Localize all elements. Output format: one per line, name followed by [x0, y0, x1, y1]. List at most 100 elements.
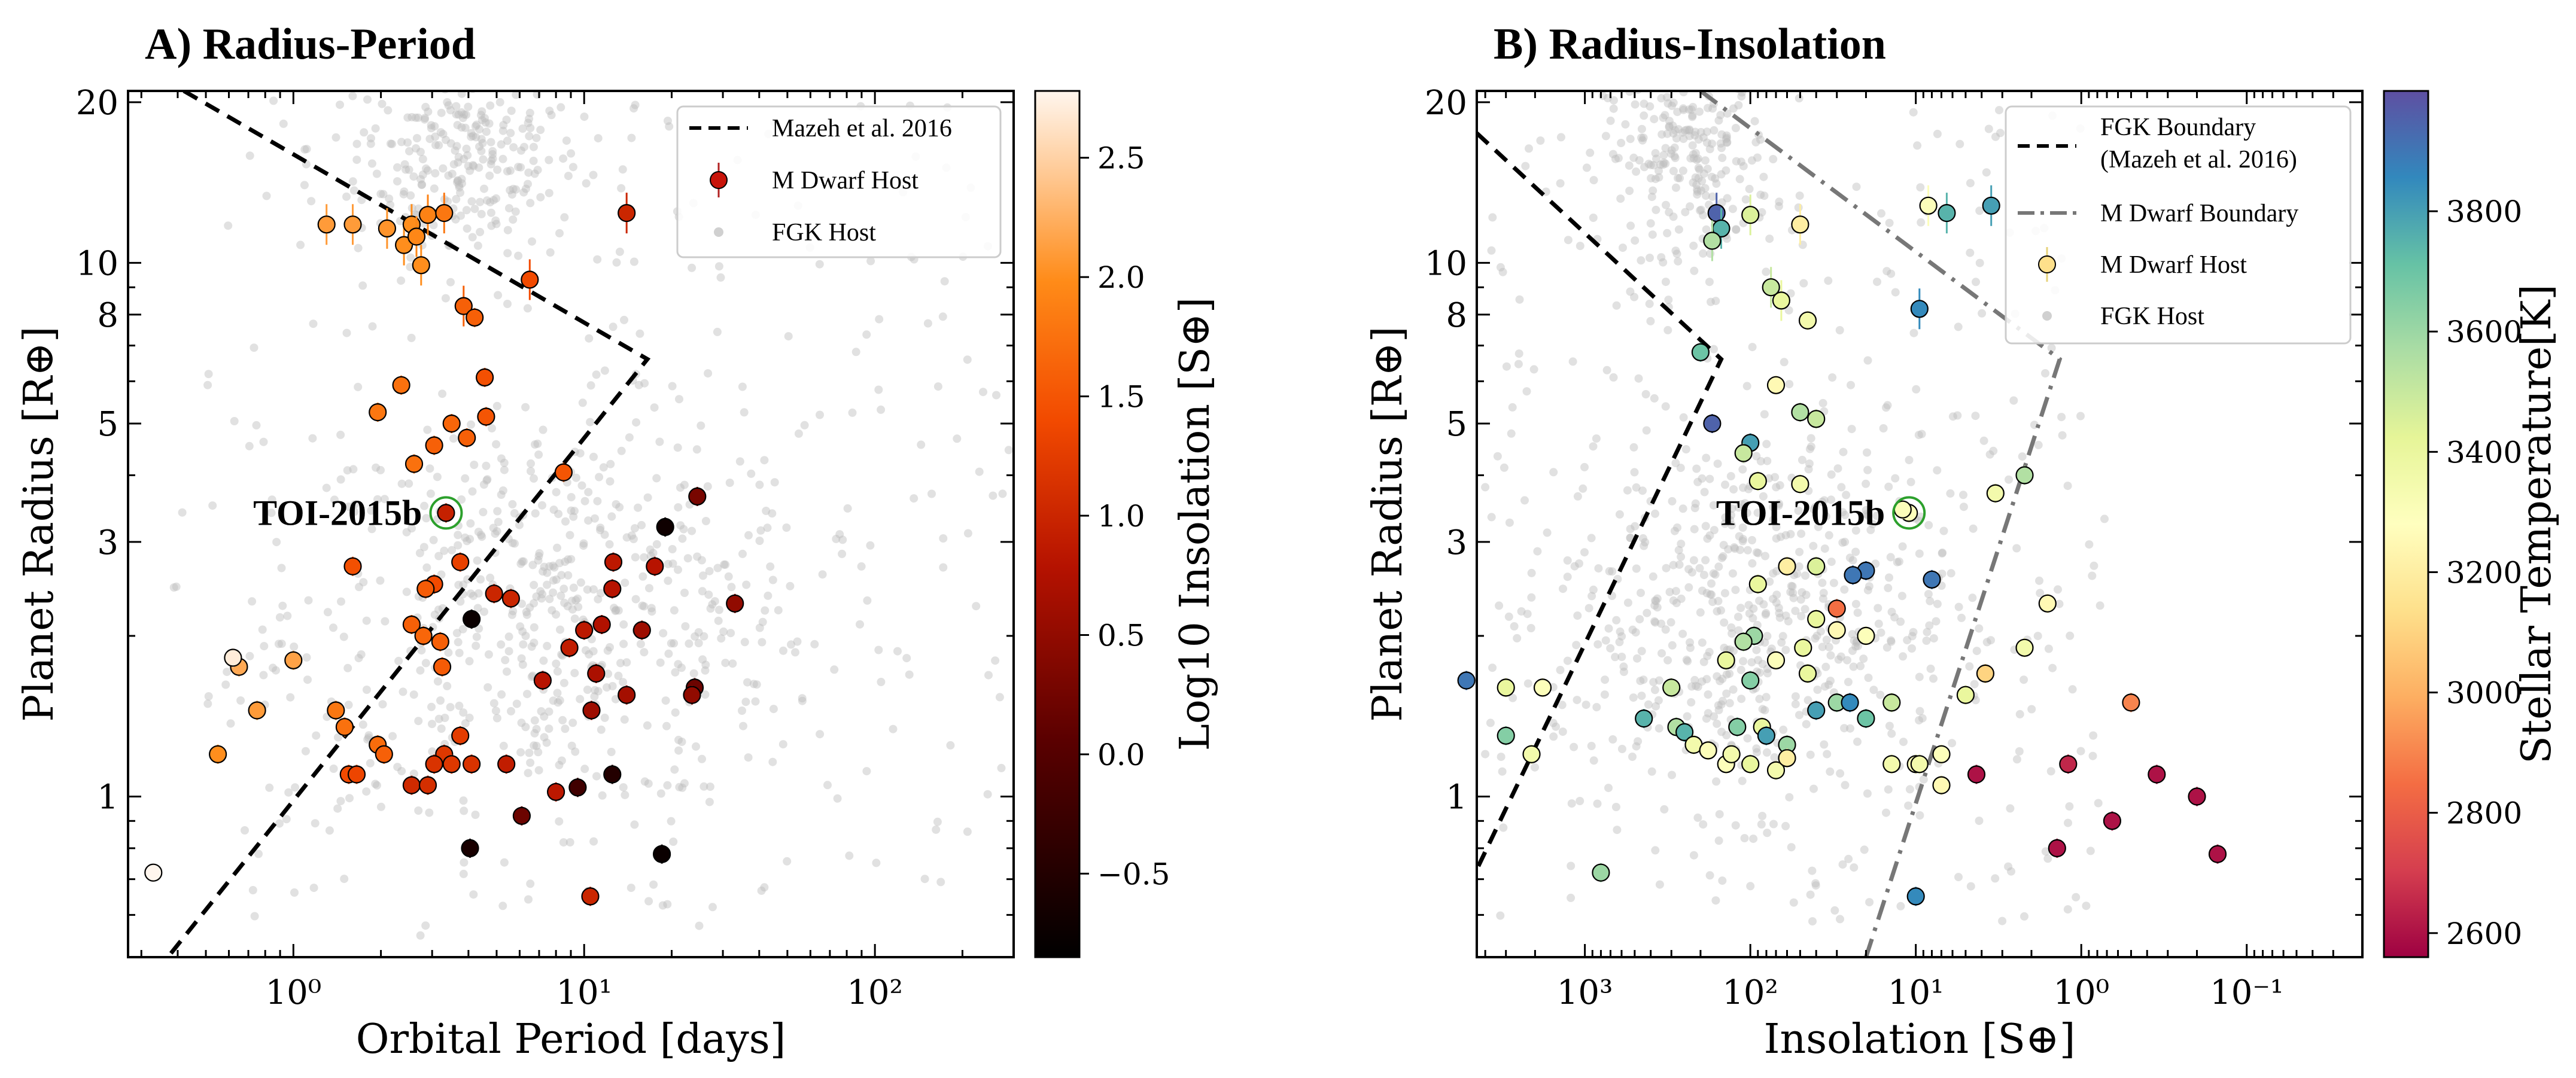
- fgk-host-point: [649, 549, 658, 558]
- fgk-host-point: [1729, 685, 1738, 694]
- fgk-host-point: [536, 193, 545, 202]
- fgk-host-point: [713, 564, 722, 573]
- fgk-host-point: [538, 590, 547, 599]
- fgk-host-point: [204, 692, 213, 701]
- fgk-host-point: [564, 555, 573, 564]
- fgk-host-point: [468, 487, 477, 496]
- fgk-host-point: [1647, 174, 1656, 182]
- fgk-host-point: [815, 260, 824, 269]
- fgk-host-point: [1592, 434, 1601, 443]
- fgk-host-point: [567, 149, 576, 158]
- fgk-host-point: [1652, 154, 1660, 163]
- fgk-host-point: [1926, 664, 1935, 673]
- fgk-host-point: [503, 167, 512, 176]
- fgk-host-point: [1750, 117, 1759, 126]
- fgk-host-point: [1637, 124, 1646, 133]
- fgk-host-point: [1953, 411, 1962, 420]
- fgk-host-point: [764, 591, 773, 600]
- fgk-host-point: [570, 507, 579, 516]
- m-dwarf-host-point: [1772, 291, 1790, 310]
- m-dwarf-host-point: [1741, 755, 1760, 774]
- fgk-host-point: [1763, 456, 1772, 465]
- fgk-host-point: [1743, 546, 1752, 555]
- y-tick-label: 8: [1446, 296, 1467, 335]
- fgk-host-point: [1957, 613, 1966, 622]
- fgk-host-point: [634, 380, 643, 389]
- fgk-host-point: [757, 886, 766, 895]
- fgk-host-point: [768, 757, 777, 766]
- y-tick-label: 3: [97, 523, 118, 562]
- fgk-host-point: [1637, 589, 1645, 598]
- x-tick-label: 10²: [1722, 973, 1778, 1012]
- fgk-host-point: [1623, 598, 1632, 607]
- fgk-host-point: [1820, 544, 1829, 553]
- fgk-host-point: [508, 538, 517, 547]
- fgk-host-point: [1723, 138, 1732, 147]
- fgk-host-point: [1795, 711, 1803, 720]
- fgk-host-point: [1734, 503, 1743, 512]
- fgk-host-point: [1795, 547, 1804, 556]
- fgk-host-point: [620, 715, 629, 724]
- m-dwarf-host-point: [209, 745, 227, 763]
- fgk-host-point: [1811, 503, 1820, 511]
- fgk-host-point: [1657, 253, 1666, 262]
- fgk-host-point: [512, 185, 521, 194]
- fgk-host-point: [539, 656, 548, 665]
- fgk-host-point: [1695, 564, 1704, 573]
- fgk-host-point: [1644, 700, 1653, 709]
- fgk-host-point: [397, 479, 406, 488]
- m-dwarf-host-point: [442, 414, 461, 433]
- fgk-host-point: [1965, 662, 1974, 671]
- fgk-host-point: [481, 118, 490, 127]
- fgk-host-point: [1525, 144, 1533, 153]
- fgk-host-point: [1687, 682, 1696, 691]
- fgk-host-point: [1692, 464, 1701, 473]
- fgk-host-point: [500, 858, 509, 867]
- fgk-host-point: [1780, 358, 1789, 367]
- fgk-host-point: [793, 637, 802, 646]
- fgk-host-point: [1818, 578, 1827, 587]
- fgk-host-point: [1863, 586, 1872, 595]
- fgk-host-point: [540, 562, 549, 571]
- fgk-host-point: [1573, 611, 1582, 620]
- fgk-host-point: [530, 169, 539, 178]
- fgk-host-point: [476, 197, 485, 206]
- fgk-host-point: [664, 649, 673, 658]
- fgk-host-point: [1971, 412, 1980, 421]
- m-dwarf-host-point: [688, 487, 707, 506]
- fgk-host-point: [534, 766, 543, 775]
- fgk-host-point: [362, 787, 371, 796]
- fgk-host-point: [1625, 91, 1634, 96]
- fgk-host-point: [1646, 219, 1655, 228]
- fgk-host-point: [744, 753, 753, 762]
- fgk-host-point: [1722, 138, 1731, 147]
- fgk-host-point: [1769, 595, 1777, 604]
- m-dwarf-host-point: [1722, 745, 1741, 763]
- fgk-host-point: [664, 559, 673, 568]
- fgk-host-point: [1738, 523, 1747, 532]
- m-dwarf-host-point: [394, 236, 413, 254]
- fgk-host-point: [1623, 486, 1632, 495]
- fgk-host-point: [705, 797, 714, 806]
- fgk-host-point: [983, 790, 992, 799]
- fgk-host-point: [1582, 163, 1591, 172]
- fgk-host-point: [1968, 593, 1977, 602]
- m-dwarf-host-point: [1807, 557, 1826, 575]
- fgk-host-point: [698, 587, 707, 596]
- fgk-host-point: [1795, 191, 1804, 200]
- fgk-host-point: [501, 656, 510, 665]
- fgk-host-point: [584, 516, 593, 525]
- fgk-host-point: [1699, 571, 1708, 580]
- fgk-host-point: [515, 520, 524, 529]
- fgk-host-point: [543, 641, 552, 650]
- fgk-host-point: [459, 580, 468, 589]
- fgk-host-point: [1717, 700, 1726, 709]
- fgk-host-point: [457, 211, 465, 220]
- fgk-host-point: [1719, 552, 1728, 561]
- panel-b-y-axis-label: Planet Radius [R⊕]: [1364, 326, 1412, 721]
- fgk-host-point: [1874, 619, 1883, 628]
- fgk-host-point: [1593, 640, 1602, 649]
- fgk-host-point: [1602, 366, 1611, 374]
- fgk-host-point: [594, 687, 603, 696]
- fgk-host-point: [1704, 103, 1713, 112]
